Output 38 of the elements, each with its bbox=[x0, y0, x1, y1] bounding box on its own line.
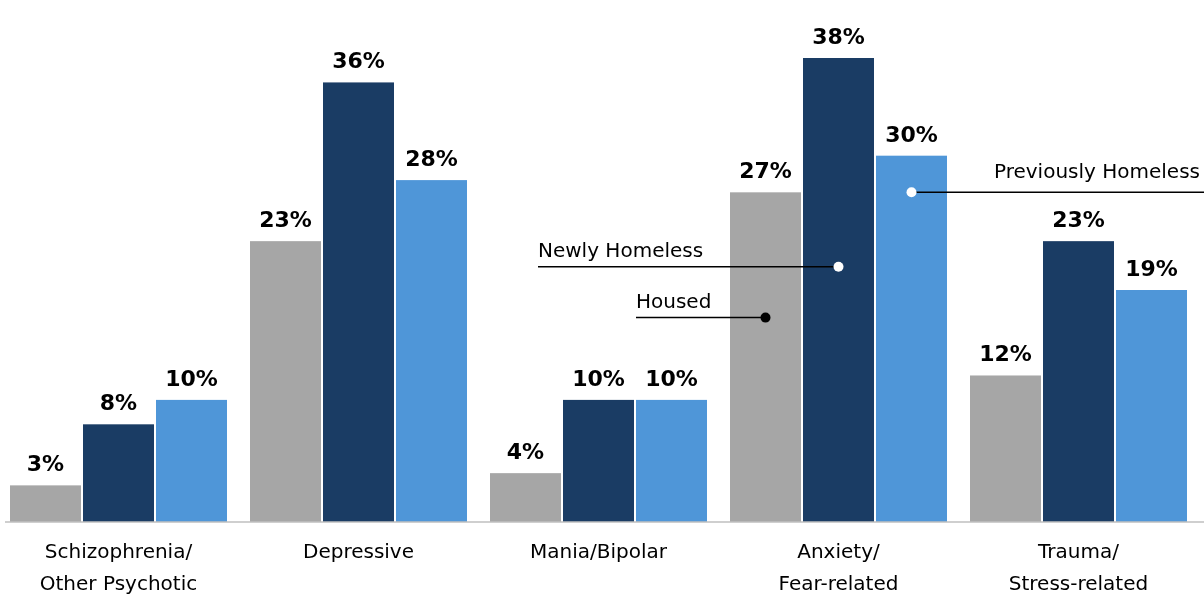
bar bbox=[803, 58, 874, 522]
bar bbox=[970, 375, 1041, 522]
text: Previously Homeless bbox=[993, 159, 1200, 184]
bar bbox=[323, 82, 394, 522]
data-label: 12% bbox=[979, 341, 1032, 367]
series-label: Housed bbox=[636, 288, 712, 313]
data-label: 10% bbox=[645, 365, 698, 391]
data-label: 19% bbox=[1125, 256, 1178, 281]
bar bbox=[156, 399, 227, 522]
x-tick-label: Schizophrenia/ Other Psychotic bbox=[39, 539, 198, 595]
data-label: 28% bbox=[405, 146, 458, 172]
x-tick-label: Anxiety/ Fear-related bbox=[778, 539, 899, 595]
data-label: 10% bbox=[572, 365, 625, 391]
bar bbox=[730, 192, 801, 522]
data-label: 4% bbox=[506, 439, 545, 465]
bar bbox=[636, 399, 707, 522]
text: Newly Homeless bbox=[538, 237, 704, 262]
data-label: 23% bbox=[259, 207, 312, 233]
data-label: 38% bbox=[812, 24, 865, 49]
x-tick-label: Depressive bbox=[302, 539, 415, 563]
data-label: 8% bbox=[99, 390, 138, 416]
bar bbox=[83, 424, 154, 522]
x-tick-label: Trauma/ Stress-related bbox=[1008, 539, 1149, 595]
data-label: 27% bbox=[739, 158, 792, 184]
data-label: 3% bbox=[26, 451, 65, 477]
data-label: 10% bbox=[165, 365, 218, 391]
bar bbox=[1116, 290, 1187, 522]
data-label: 36% bbox=[332, 48, 385, 74]
bar bbox=[490, 473, 561, 522]
bar bbox=[876, 155, 947, 522]
bar bbox=[563, 399, 634, 522]
x-tick-label: Mania/Bipolar bbox=[530, 539, 668, 563]
data-label: 23% bbox=[1052, 207, 1105, 233]
bar bbox=[10, 485, 81, 522]
bar bbox=[250, 241, 321, 522]
data-label: 30% bbox=[885, 121, 938, 147]
bar bbox=[396, 180, 467, 522]
bar bbox=[1043, 241, 1114, 522]
